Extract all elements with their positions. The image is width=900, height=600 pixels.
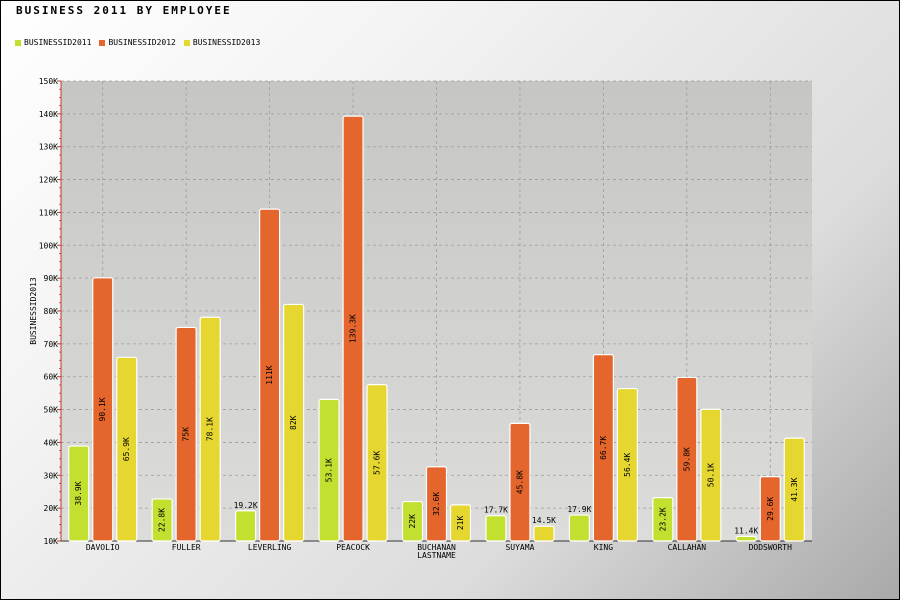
data-label: 38.9K xyxy=(74,481,83,505)
x-category-label: LEVERLING xyxy=(248,543,292,552)
y-tick-label: 40K xyxy=(44,438,59,447)
bar-businessid2011-peacock xyxy=(318,398,340,542)
data-label: 21K xyxy=(456,516,465,531)
data-label: 139.3K xyxy=(349,314,358,343)
bar-businessid2013-king xyxy=(616,387,638,542)
data-label: 22K xyxy=(408,514,417,529)
x-category-label: LASTNAME xyxy=(417,551,456,560)
data-label: 17.7K xyxy=(484,506,508,515)
bar-businessid2012-peacock xyxy=(342,115,364,542)
labels: 10K 20K 30K 40K 50K 60K 70K 80K 90K 100K 110K 120K 1… xyxy=(39,77,799,560)
y-axis-title: BUSINESSID2013 xyxy=(29,277,38,345)
bars xyxy=(68,115,805,542)
data-label: 56.4K xyxy=(623,453,632,477)
y-tick-label: 150K xyxy=(39,77,58,86)
y-tick-label: 130K xyxy=(39,143,58,152)
x-category-label: KING xyxy=(594,543,613,552)
data-label: 41.3K xyxy=(790,477,799,501)
bar-businessid2013-davolio xyxy=(116,356,138,542)
legend-swatch-2011 xyxy=(15,39,21,46)
y-tick-label: 50K xyxy=(44,406,59,415)
legend-swatch-2013 xyxy=(183,39,190,46)
data-label: 19.2K xyxy=(234,501,258,510)
legend: BUSINESSID2011 BUSINESSID2012 BUSINESSID… xyxy=(15,38,260,47)
y-tick-label: 30K xyxy=(44,471,59,480)
bar-businessid2011-fuller xyxy=(151,498,173,542)
data-label: 66.7K xyxy=(599,436,608,460)
data-label: 22.8K xyxy=(158,508,167,532)
data-label: 23.2K xyxy=(658,507,667,531)
bar-businessid2013-buchanan-lastname xyxy=(449,504,472,542)
x-category-label: CALLAHAN xyxy=(668,543,707,552)
bar-businessid2012-fuller xyxy=(175,326,197,542)
bar-businessid2012-callahan xyxy=(676,376,698,542)
bar-businessid2011-davolio xyxy=(68,445,90,542)
bar-businessid2012-king xyxy=(592,354,614,542)
bar-businessid2013-suyama xyxy=(533,525,555,542)
y-tick-label: 100K xyxy=(39,241,58,250)
data-label: 45.8K xyxy=(515,470,524,494)
bar-businessid2011-dodsworth xyxy=(735,535,757,542)
y-tick-label: 120K xyxy=(39,176,58,185)
y-tick-label: 80K xyxy=(44,307,59,316)
data-label: 78.1K xyxy=(206,417,215,441)
legend-label-2012: BUSINESSID2012 xyxy=(108,38,176,47)
data-label: 32.6K xyxy=(432,492,441,516)
bar-businessid2011-callahan xyxy=(652,497,674,542)
bar-businessid2013-fuller xyxy=(199,316,221,542)
y-tick-label: 10K xyxy=(44,537,59,546)
legend-label-2011: BUSINESSID2011 xyxy=(24,38,92,47)
legend-item-2013[interactable]: BUSINESSID2013 xyxy=(183,38,261,47)
y-tick-label: 90K xyxy=(44,274,59,283)
bar-businessid2012-leverling xyxy=(259,208,281,542)
legend-item-2012[interactable]: BUSINESSID2012 xyxy=(99,38,176,47)
y-tick-label: 140K xyxy=(39,110,58,119)
bar-businessid2013-peacock xyxy=(366,384,388,542)
data-label: 11.4K xyxy=(734,526,758,535)
data-label: 111K xyxy=(265,365,274,384)
bar-businessid2011-leverling xyxy=(235,510,257,542)
y-tick-label: 110K xyxy=(39,208,58,217)
legend-item-2011[interactable]: BUSINESSID2011 xyxy=(15,38,91,47)
bar-businessid2012-suyama xyxy=(509,422,531,542)
x-category-label: PEACOCK xyxy=(336,543,370,552)
bar-businessid2012-dodsworth xyxy=(759,476,781,542)
legend-label-2013: BUSINESSID2013 xyxy=(192,38,261,47)
data-label: 53.1K xyxy=(325,458,334,482)
bar-businessid2011-suyama xyxy=(485,515,507,542)
y-tick-label: 60K xyxy=(44,373,59,382)
bar-businessid2011-king xyxy=(568,514,590,542)
x-category-label: BUCHANAN xyxy=(417,543,456,552)
x-category-label: DAVOLIO xyxy=(86,543,120,552)
data-label: 82K xyxy=(289,415,298,430)
bar-businessid2012-buchanan-lastname xyxy=(425,466,448,542)
x-category-label: DODSWORTH xyxy=(749,543,793,552)
bar-businessid2013-dodsworth xyxy=(783,437,805,542)
data-label: 57.6K xyxy=(373,451,382,475)
legend-swatch-2012 xyxy=(99,39,106,46)
y-tick-label: 20K xyxy=(44,504,59,513)
data-label: 50.1K xyxy=(706,463,715,487)
chart-title: Business 2011 by Employee xyxy=(16,4,232,17)
x-category-label: SUYAMA xyxy=(505,543,534,552)
data-label: 14.5K xyxy=(532,516,556,525)
bar-businessid2013-leverling xyxy=(283,303,305,542)
data-label: 29.6K xyxy=(766,497,775,521)
y-tick-label: 70K xyxy=(44,340,59,349)
x-category-label: FULLER xyxy=(172,543,201,552)
bar-businessid2012-davolio xyxy=(92,277,114,542)
data-label: 65.9K xyxy=(122,437,131,461)
data-label: 59.8K xyxy=(682,447,691,471)
data-label: 17.9K xyxy=(567,505,591,514)
bar-businessid2011-buchanan-lastname xyxy=(401,500,424,542)
data-label: 75K xyxy=(182,427,191,442)
bar-businessid2013-callahan xyxy=(700,408,722,542)
data-label: 90.1K xyxy=(98,397,107,421)
